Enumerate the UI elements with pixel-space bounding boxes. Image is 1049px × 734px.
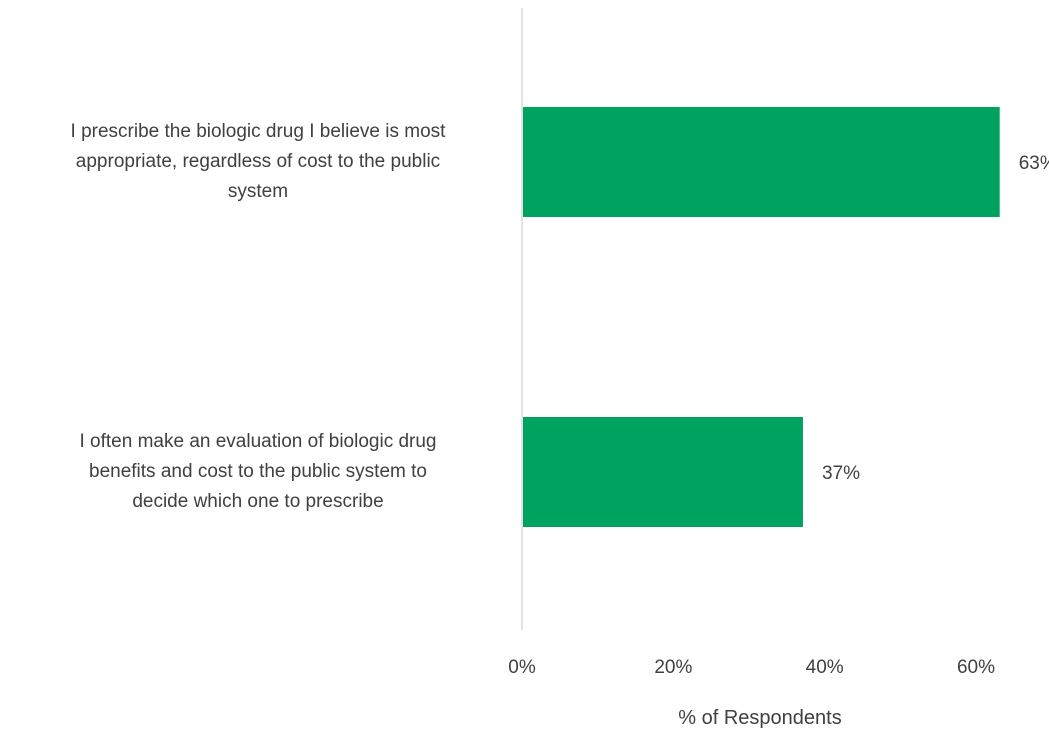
category-label-2-line-1: I often make an evaluation of biologic d…: [79, 431, 437, 452]
bar-1: [523, 107, 1000, 217]
category-label-1: I prescribe the biologic drug I believe …: [8, 117, 508, 207]
data-label-2: 37%: [822, 463, 860, 484]
x-ticks-group: 0% 20% 40% 60%: [508, 657, 995, 678]
x-tick-label: 60%: [957, 657, 995, 678]
x-tick-label: 40%: [806, 657, 844, 678]
category-label-1-line-1: I prescribe the biologic drug I believe …: [70, 121, 446, 142]
bar-2: [523, 417, 803, 527]
category-label-2-line-3: decide which one to prescribe: [132, 491, 384, 512]
bars-group: [523, 107, 1000, 527]
category-label-1-line-3: system: [227, 181, 289, 202]
category-label-2: I often make an evaluation of biologic d…: [8, 427, 508, 517]
category-label-2-line-2: benefits and cost to the public system t…: [89, 461, 427, 482]
category-label-1-line-2: appropriate, regardless of cost to the p…: [75, 151, 441, 172]
data-label-1: 63%: [1019, 153, 1049, 174]
x-tick-label: 20%: [654, 657, 692, 678]
x-axis-title: % of Respondents: [678, 707, 841, 729]
data-labels-group: 63% 37%: [822, 153, 1049, 484]
x-tick-label: 0%: [508, 657, 536, 678]
